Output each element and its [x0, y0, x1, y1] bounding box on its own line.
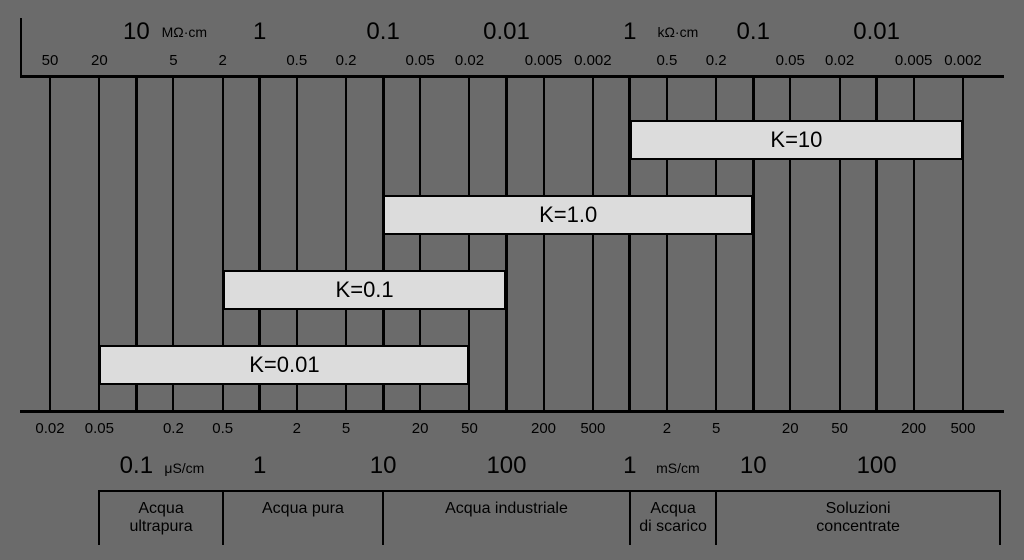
bottom-minor-label: 50: [831, 420, 848, 437]
top-minor-label: 0.002: [574, 52, 612, 69]
top-unit-label: MΩ·cm: [162, 24, 207, 40]
bottom-minor-label: 2: [663, 420, 671, 437]
category-label: Acqua industriale: [445, 500, 568, 518]
top-major-label: 1: [623, 18, 636, 46]
bottom-unit-label: μS/cm: [164, 460, 204, 476]
top-minor-label: 0.005: [525, 52, 563, 69]
bottom-minor-label: 200: [531, 420, 556, 437]
top-minor-label: 0.02: [825, 52, 854, 69]
bottom-minor-label: 500: [950, 420, 975, 437]
bottom-major-label: 1: [623, 452, 636, 480]
bottom-minor-label: 500: [580, 420, 605, 437]
top-minor-label: 20: [91, 52, 108, 69]
top-minor-label: 50: [42, 52, 59, 69]
top-major-label: 0.01: [853, 18, 900, 46]
bottom-major-label: 1: [253, 452, 266, 480]
top-minor-label: 0.02: [455, 52, 484, 69]
bottom-minor-label: 5: [712, 420, 720, 437]
bottom-minor-label: 20: [412, 420, 429, 437]
conductivity-range-chart: 10 1 0.1 0.01 1 0.1 0.01 MΩ·cm kΩ·cm 50 20 5 2 0.5 0.2…: [20, 0, 1004, 560]
bottom-minor-label: 2: [293, 420, 301, 437]
k-range-bar: K=1.0: [383, 195, 753, 235]
bottom-minor-label: 0.02: [35, 420, 64, 437]
bottom-minor-label: 50: [461, 420, 478, 437]
k-range-bar: K=10: [630, 120, 963, 160]
bottom-major-label: 10: [740, 452, 767, 480]
top-minor-label: 0.05: [776, 52, 805, 69]
top-minor-label: 0.5: [656, 52, 677, 69]
top-minor-label: 0.005: [895, 52, 933, 69]
bottom-minor-label: 0.5: [212, 420, 233, 437]
bottom-minor-label: 200: [901, 420, 926, 437]
bottom-minor-label: 20: [782, 420, 799, 437]
top-major-label: 0.01: [483, 18, 530, 46]
top-minor-label: 5: [169, 52, 177, 69]
top-minor-label: 0.2: [336, 52, 357, 69]
bottom-major-label: 100: [857, 452, 897, 480]
bottom-major-label: 100: [486, 452, 526, 480]
bottom-minor-label: 0.05: [85, 420, 114, 437]
bottom-minor-label: 0.2: [163, 420, 184, 437]
category-label: Acquadi scarico: [639, 500, 707, 535]
top-major-label: 0.1: [737, 18, 770, 46]
top-minor-label: 0.2: [706, 52, 727, 69]
bottom-major-label: 0.1: [120, 452, 153, 480]
top-major-label: 10: [123, 18, 150, 46]
top-minor-label: 2: [219, 52, 227, 69]
category-label: Acquaultrapura: [129, 500, 192, 535]
k-range-bar: K=0.1: [223, 270, 507, 310]
k-range-bar: K=0.01: [99, 345, 469, 385]
top-major-label: 0.1: [366, 18, 399, 46]
bottom-unit-label: mS/cm: [656, 460, 700, 476]
top-minor-label: 0.5: [286, 52, 307, 69]
category-label: Acqua pura: [262, 500, 344, 518]
top-minor-label: 0.05: [406, 52, 435, 69]
bottom-major-label: 10: [370, 452, 397, 480]
bottom-minor-label: 5: [342, 420, 350, 437]
top-unit-label: kΩ·cm: [657, 24, 698, 40]
top-major-label: 1: [253, 18, 266, 46]
top-minor-label: 0.002: [944, 52, 982, 69]
category-label: Soluzioni concentrate: [785, 500, 931, 535]
